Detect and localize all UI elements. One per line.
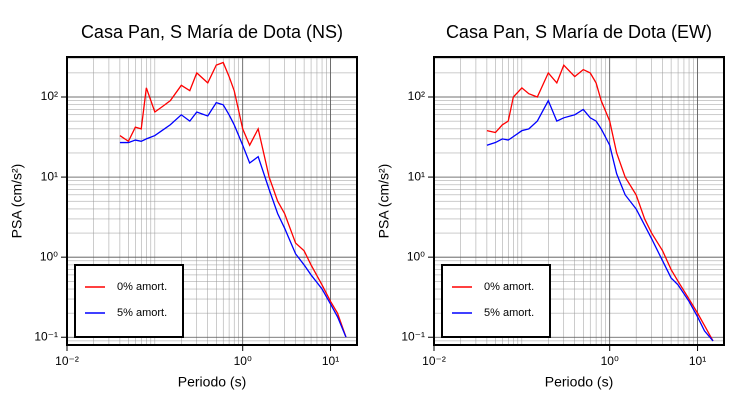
x-tick-label: 10¹	[322, 354, 339, 368]
x-tick-label: 10⁰	[234, 354, 252, 368]
plot-frame	[66, 56, 358, 346]
y-tick-label: 10¹	[41, 169, 58, 183]
legend-label: 5% amort.	[484, 307, 534, 319]
y-tick-label: 10¹	[408, 169, 425, 183]
y-tick-label: 10⁻¹	[34, 329, 58, 343]
data-line	[119, 101, 347, 338]
y-axis-label: PSA (cm/s²)	[9, 164, 25, 239]
plot-frame	[433, 56, 725, 346]
chart-panel: Casa Pan, S María de Dota (EW) Periodo (s…	[376, 22, 725, 390]
x-tick-label: 10⁰	[601, 354, 619, 368]
y-tick-label: 10²	[408, 89, 425, 103]
legend-label: 5% amort.	[117, 307, 167, 319]
y-tick-label: 10⁻¹	[401, 329, 425, 343]
x-axis-label: Periodo (s)	[178, 374, 246, 390]
y-tick-label: 10⁰	[40, 249, 58, 263]
legend-label: 0% amort.	[484, 281, 534, 293]
chart-title: Casa Pan, S María de Dota (EW)	[446, 22, 712, 42]
data-line	[486, 63, 714, 342]
legend-box	[441, 264, 551, 338]
x-tick-label: 10¹	[689, 354, 706, 368]
chart-title: Casa Pan, S María de Dota (NS)	[81, 22, 343, 42]
data-line	[486, 99, 714, 342]
legend-label: 0% amort.	[117, 281, 167, 293]
chart-panel: Casa Pan, S María de Dota (NS) Periodo (s…	[9, 22, 358, 390]
y-axis-label: PSA (cm/s²)	[376, 164, 392, 239]
x-tick-label: 10⁻²	[422, 354, 446, 368]
legend-box	[74, 264, 184, 338]
y-tick-label: 10²	[41, 89, 58, 103]
x-axis-label: Periodo (s)	[545, 374, 613, 390]
data-line	[119, 61, 347, 338]
y-tick-label: 10⁰	[407, 249, 425, 263]
x-tick-label: 10⁻²	[55, 354, 79, 368]
